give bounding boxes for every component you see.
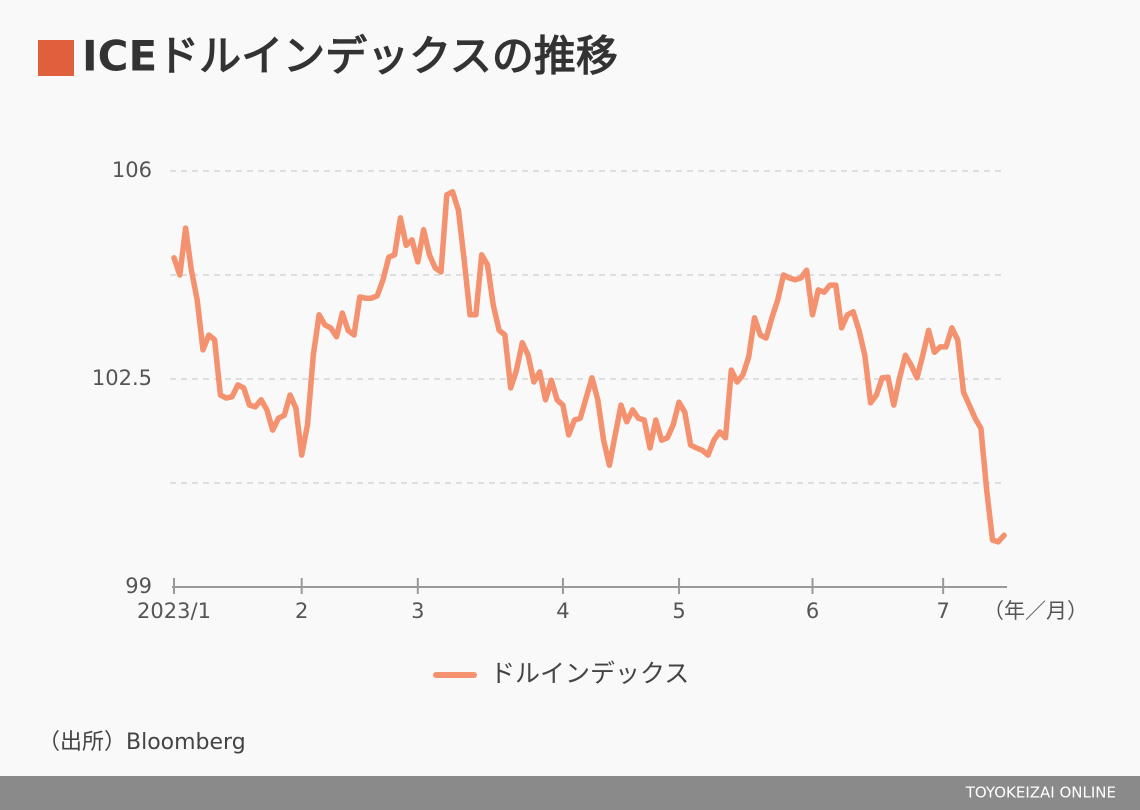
title-marker [38,40,74,76]
chart-title: ICEドルインデックスの推移 [82,32,618,81]
x-tick-label: 2 [295,599,308,623]
footer-bar [0,776,1140,810]
y-tick-label: 99 [125,574,152,598]
data-line [171,189,1007,545]
x-unit-label: （年／月） [983,599,1088,623]
y-tick-label: 106 [112,158,152,182]
x-tick-label: 2023/1 [137,599,211,623]
x-tick-label: 6 [806,599,819,623]
x-tick-label: 4 [556,599,569,623]
legend-label: ドルインデックス [490,659,689,688]
footer: TOYOKEIZAI ONLINE [965,784,1116,802]
x-tick-label: 3 [411,599,424,623]
x-tick-label: 7 [936,599,949,623]
y-tick-label: 102.5 [92,366,152,390]
x-tick-label: 5 [672,599,685,623]
source: （出所）Bloomberg [38,730,246,755]
